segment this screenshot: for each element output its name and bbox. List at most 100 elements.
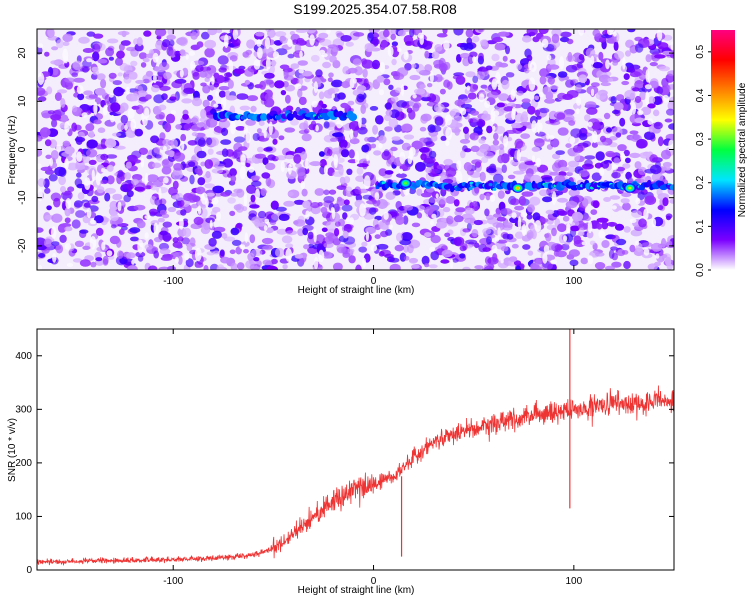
- heatmap-cell: [262, 157, 269, 166]
- heatmap-cell: [227, 197, 236, 204]
- heatmap-cell: [435, 221, 447, 229]
- heatmap-cell: [181, 140, 185, 151]
- heatmap-cell: [104, 138, 117, 149]
- heatmap-cell: [123, 76, 132, 84]
- heatmap-cell: [460, 150, 466, 159]
- heatmap-cell: [611, 164, 619, 170]
- heatmap-cell: [94, 87, 106, 96]
- heatmap-cell: [110, 115, 115, 123]
- heatmap-cell: [210, 210, 218, 216]
- heatmap-cell: [378, 135, 387, 144]
- heatmap-cell: [51, 46, 59, 51]
- heatmap-cell: [584, 159, 593, 167]
- heatmap-cell: [127, 108, 135, 119]
- heatmap-cell: [126, 252, 136, 259]
- heatmap-cell: [411, 264, 420, 269]
- heatmap-cell: [290, 63, 300, 69]
- heatmap-cell: [323, 242, 334, 249]
- heatmap-cell: [343, 224, 352, 233]
- heatmap-cell: [340, 102, 349, 109]
- heatmap-cell: [110, 224, 117, 229]
- heatmap-cell: [251, 249, 263, 257]
- heatmap-cell: [205, 217, 215, 224]
- heatmap-cell: [64, 121, 70, 133]
- heatmap-cell: [397, 47, 402, 53]
- heatmap-cell: [209, 219, 213, 229]
- heatmap-cell: [408, 99, 415, 107]
- heatmap-cell: [568, 188, 580, 197]
- heatmap-cell: [47, 110, 56, 115]
- heatmap-cell: [537, 120, 541, 134]
- heatmap-cell: [142, 57, 150, 63]
- heatmap-cell: [82, 48, 94, 53]
- heatmap-cell: [519, 121, 531, 126]
- heatmap-cell: [134, 128, 144, 137]
- heatmap-cell: [100, 78, 107, 89]
- heatmap-cell: [606, 152, 617, 158]
- heatmap-cell: [595, 91, 607, 100]
- heatmap-cell: [369, 106, 379, 111]
- heatmap-cell: [639, 152, 651, 159]
- heatmap-cell: [617, 144, 627, 152]
- heatmap-cell: [183, 87, 196, 95]
- heatmap-cell: [114, 145, 126, 150]
- heatmap-cell: [578, 74, 588, 84]
- heatmap-cell: [542, 196, 553, 203]
- heatmap-cell: [620, 198, 630, 204]
- heatmap-cell: [315, 69, 323, 78]
- heatmap-cell: [384, 114, 392, 122]
- heatmap-cell: [535, 258, 542, 266]
- heatmap-cell: [243, 193, 248, 207]
- y-tick-label: 10: [17, 95, 28, 107]
- heatmap-cell: [233, 136, 246, 143]
- heatmap-cell: [135, 79, 145, 84]
- heatmap-cell: [183, 192, 194, 202]
- heatmap-cell: [212, 185, 225, 194]
- heatmap-cell: [280, 90, 287, 96]
- heatmap-cell: [274, 31, 287, 37]
- heatmap-cell: [229, 210, 236, 217]
- heatmap-cell: [598, 51, 604, 61]
- heatmap-cell: [395, 87, 402, 93]
- heatmap-cell: [239, 105, 251, 111]
- heatmap-cell: [173, 163, 183, 171]
- heatmap-cell: [341, 81, 350, 89]
- heatmap-cell: [158, 187, 162, 200]
- heatmap-cell: [37, 178, 46, 187]
- heatmap-cell: [627, 29, 636, 33]
- heatmap-cell: [632, 134, 640, 141]
- heatmap-cell: [162, 146, 167, 151]
- heatmap-cell: [521, 111, 528, 119]
- heatmap-cell: [587, 255, 594, 265]
- heatmap-cell: [669, 184, 674, 191]
- heatmap-cell: [305, 29, 317, 34]
- heatmap-cell: [300, 151, 308, 161]
- heatmap-cell: [76, 85, 84, 95]
- heatmap-cell: [72, 105, 78, 113]
- heatmap-cell: [484, 208, 490, 217]
- heatmap-cell: [197, 177, 206, 186]
- heatmap-cell: [507, 148, 515, 158]
- heatmap-cell: [666, 108, 674, 116]
- heatmap-cell: [50, 114, 62, 121]
- heatmap-cell: [661, 238, 667, 248]
- heatmap-cell: [257, 47, 263, 59]
- heatmap-cell: [651, 218, 657, 228]
- heatmap-cell: [63, 55, 69, 64]
- heatmap-cell: [99, 179, 109, 185]
- heatmap-cell: [378, 143, 383, 149]
- heatmap-cell: [623, 73, 630, 80]
- heatmap-cell: [106, 175, 115, 185]
- heatmap-cell: [411, 222, 421, 228]
- heatmap-cell: [541, 38, 549, 48]
- heatmap-cell: [245, 119, 256, 126]
- heatmap-cell: [96, 186, 105, 194]
- heatmap-cell: [52, 67, 59, 76]
- heatmap-cell: [565, 143, 572, 149]
- heatmap-cell: [138, 52, 148, 60]
- heatmap-cell: [613, 41, 619, 51]
- heatmap-cell: [422, 40, 434, 46]
- heatmap-cell: [651, 172, 664, 183]
- heatmap-cell: [112, 80, 123, 86]
- heatmap-cell: [538, 29, 549, 35]
